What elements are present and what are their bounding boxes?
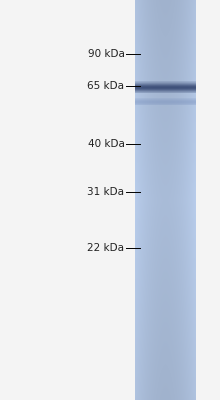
Text: 90 kDa: 90 kDa	[88, 49, 125, 59]
Text: 65 kDa: 65 kDa	[88, 81, 125, 91]
Text: 31 kDa: 31 kDa	[88, 187, 125, 197]
Text: 40 kDa: 40 kDa	[88, 139, 125, 149]
Text: 22 kDa: 22 kDa	[88, 243, 125, 253]
